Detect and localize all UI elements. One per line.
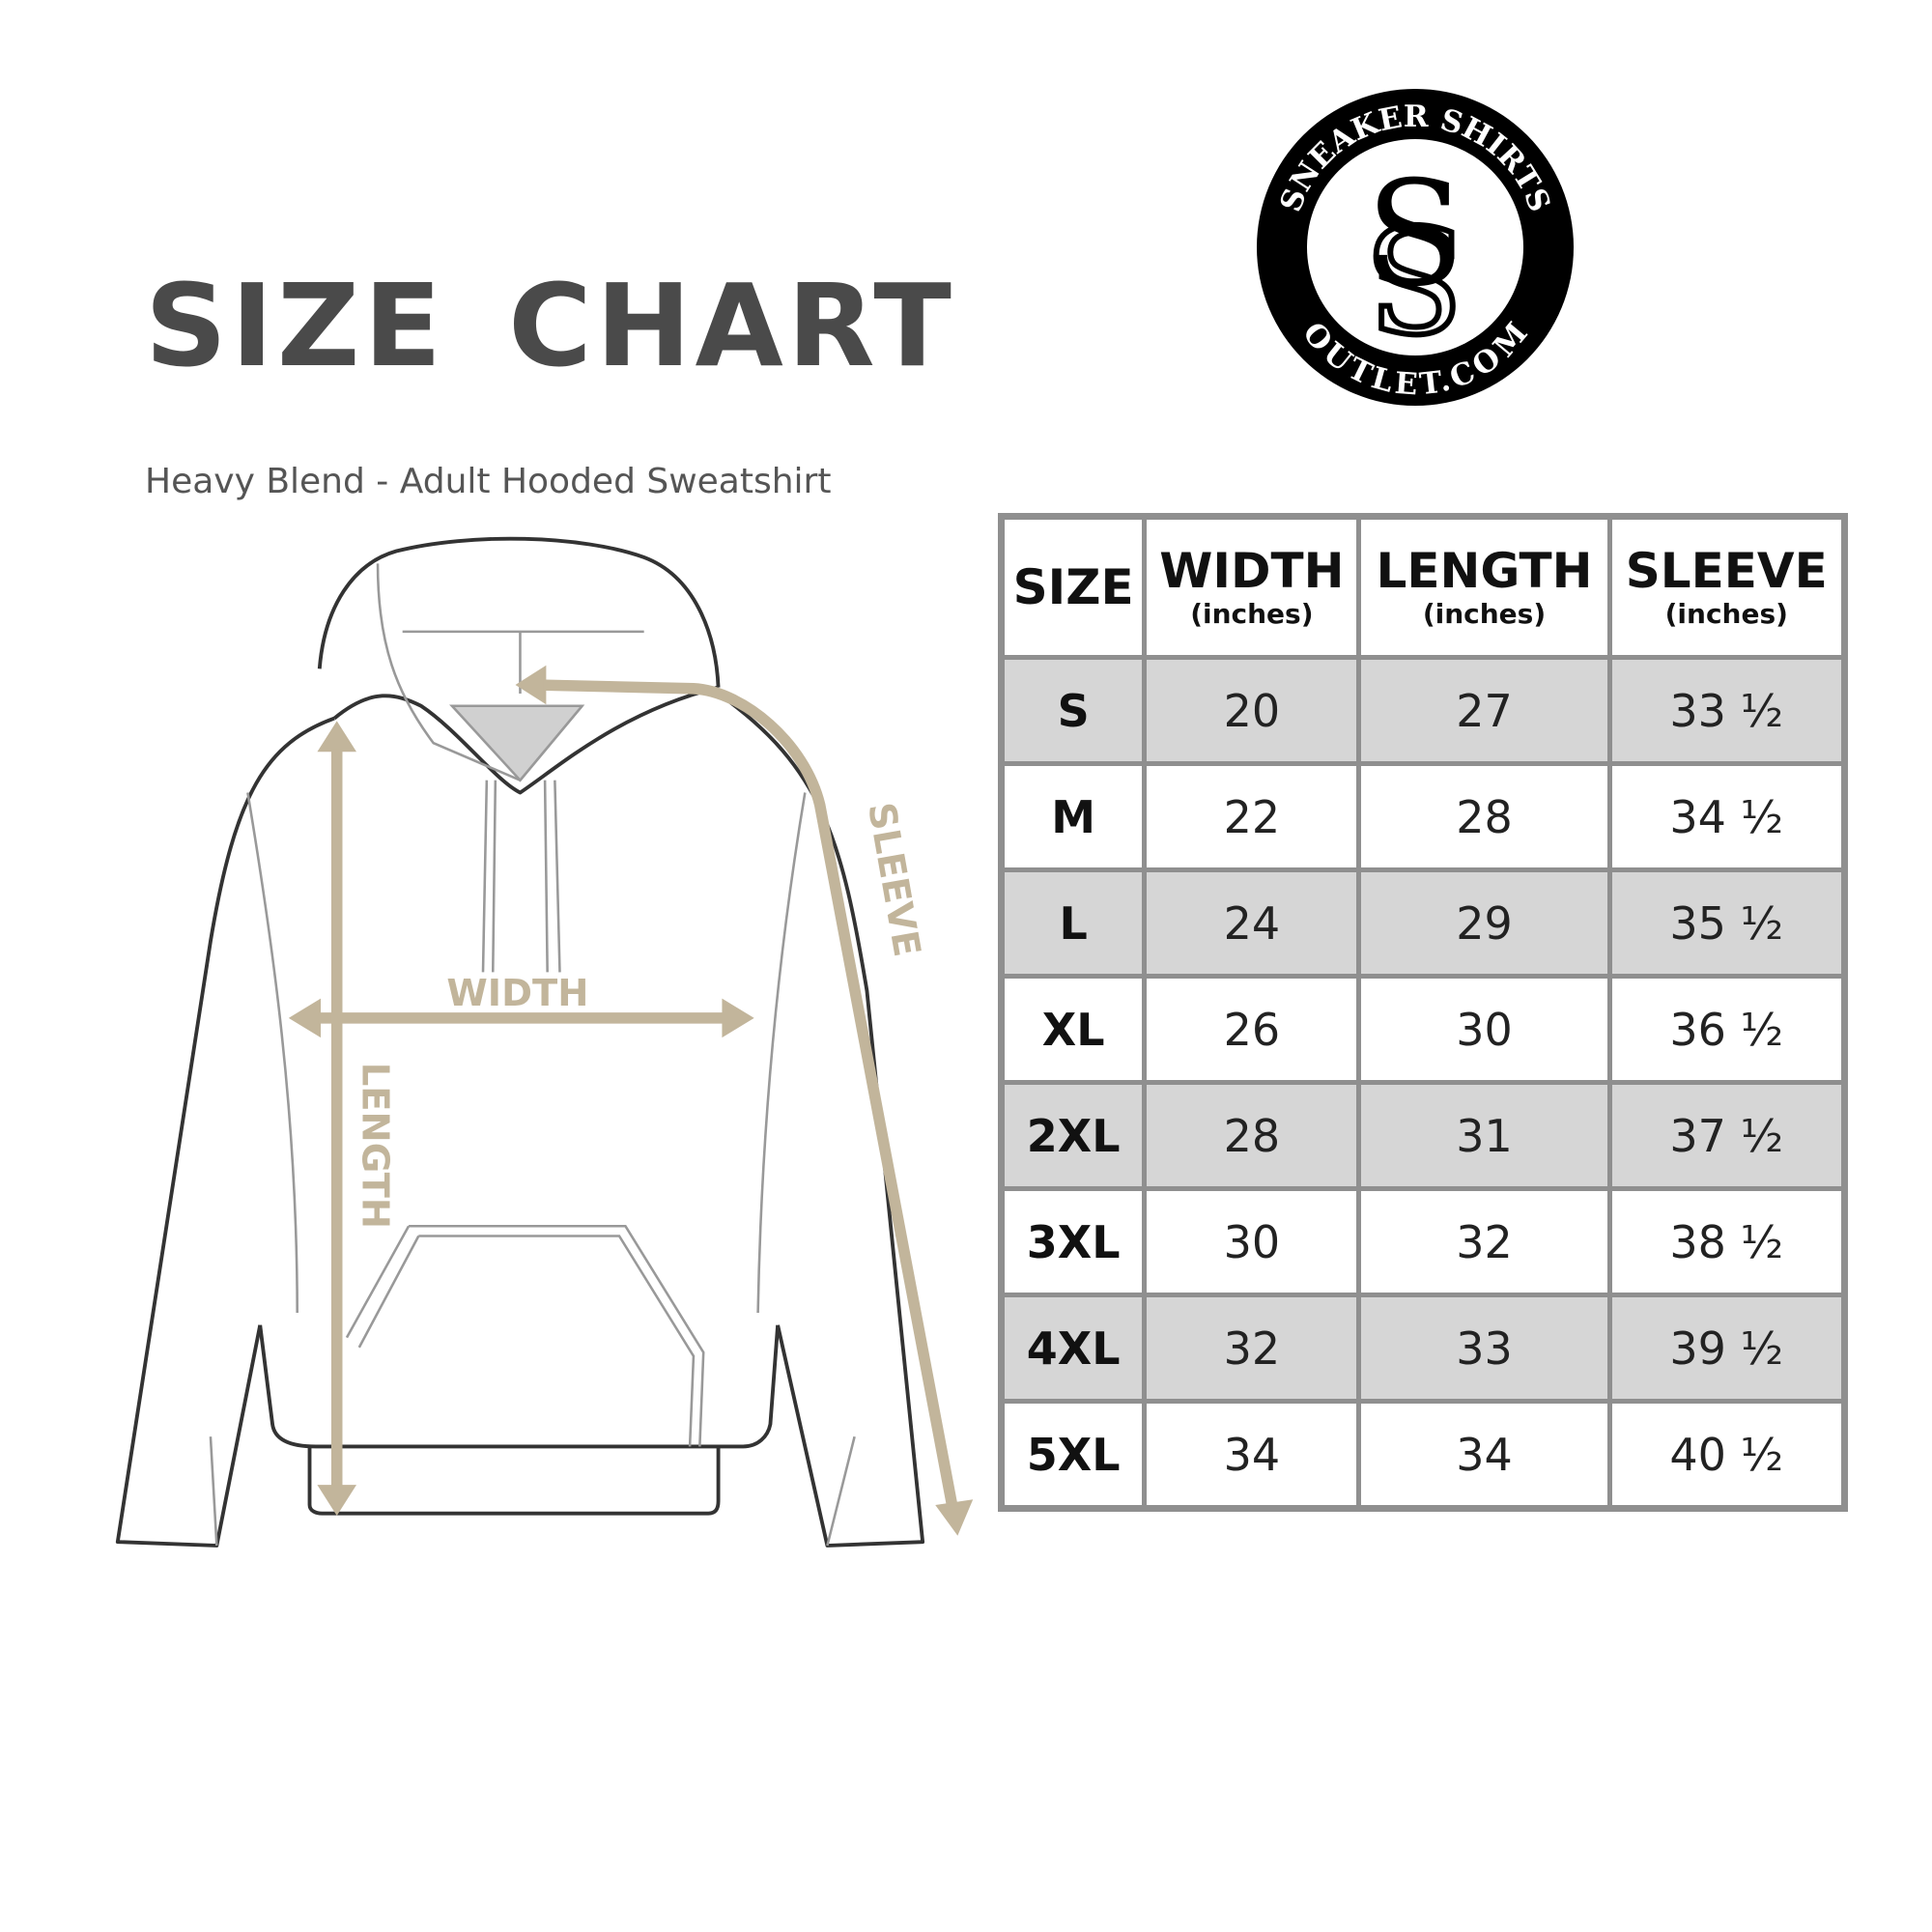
sleeve-cell: 38 ½ — [1606, 1186, 1848, 1297]
length-cell: 32 — [1356, 1186, 1612, 1297]
width-cell: 26 — [1142, 974, 1362, 1085]
width-cell: 34 — [1142, 1399, 1362, 1511]
brand-logo: SNEAKER SHIRTS OUTLET.COM S S — [1257, 89, 1574, 406]
sleeve-cell: 36 ½ — [1606, 974, 1848, 1085]
hoodie-outline — [115, 536, 925, 1548]
width-cell: 22 — [1142, 761, 1362, 872]
length-label: LENGTH — [354, 1063, 397, 1229]
size-cell: XL — [998, 974, 1148, 1085]
table-row: 3XL 30 32 38 ½ — [998, 1186, 1848, 1297]
header-width: WIDTH (inches) — [1142, 514, 1362, 660]
measure-arrows — [288, 665, 974, 1536]
size-cell: 4XL — [998, 1293, 1148, 1404]
size-cell: 5XL — [998, 1399, 1148, 1511]
sleeve-cell: 33 ½ — [1606, 655, 1848, 766]
width-cell: 32 — [1142, 1293, 1362, 1404]
table-row: XL 26 30 36 ½ — [998, 974, 1848, 1085]
sleeve-cell: 37 ½ — [1606, 1080, 1848, 1191]
size-cell: S — [998, 655, 1148, 766]
svg-text:S: S — [1366, 192, 1465, 360]
header-length: LENGTH (inches) — [1356, 514, 1612, 660]
width-cell: 30 — [1142, 1186, 1362, 1297]
table-row: 4XL 32 33 39 ½ — [998, 1293, 1848, 1404]
header-sleeve: SLEEVE (inches) — [1606, 514, 1848, 660]
sleeve-cell: 34 ½ — [1606, 761, 1848, 872]
length-cell: 29 — [1356, 867, 1612, 979]
length-cell: 30 — [1356, 974, 1612, 1085]
size-cell: 3XL — [998, 1186, 1148, 1297]
length-cell: 31 — [1356, 1080, 1612, 1191]
table-row: M 22 28 34 ½ — [998, 761, 1848, 872]
length-cell: 34 — [1356, 1399, 1612, 1511]
table-row: L 24 29 35 ½ — [998, 867, 1848, 979]
size-cell: M — [998, 761, 1148, 872]
length-cell: 28 — [1356, 761, 1612, 872]
size-cell: L — [998, 867, 1148, 979]
width-cell: 28 — [1142, 1080, 1362, 1191]
table-row: 2XL 28 31 37 ½ — [998, 1080, 1848, 1191]
sleeve-cell: 40 ½ — [1606, 1399, 1848, 1511]
sleeve-cell: 39 ½ — [1606, 1293, 1848, 1404]
length-cell: 27 — [1356, 655, 1612, 766]
table-header-row: SIZE WIDTH (inches) LENGTH (inches) SLEEVE… — [998, 514, 1848, 660]
width-cell: 24 — [1142, 867, 1362, 979]
length-cell: 33 — [1356, 1293, 1612, 1404]
product-subtitle: Heavy Blend - Adult Hooded Sweatshirt — [145, 462, 832, 501]
sleeve-label: SLEEVE — [859, 800, 928, 960]
width-cell: 20 — [1142, 655, 1362, 766]
width-label: WIDTH — [446, 972, 588, 1015]
size-cell: 2XL — [998, 1080, 1148, 1191]
sleeve-arrow — [529, 679, 959, 1520]
sleeve-cell: 35 ½ — [1606, 867, 1848, 979]
table-row: S 20 27 33 ½ — [998, 655, 1848, 766]
svg-text:S: S — [1366, 151, 1465, 319]
table-row: 5XL 34 34 40 ½ — [998, 1399, 1848, 1511]
page-title: SIZE CHART — [145, 259, 955, 392]
size-table: SIZE WIDTH (inches) LENGTH (inches) SLEEVE… — [998, 513, 1848, 1512]
hoodie-details — [209, 563, 856, 1547]
header-size: SIZE — [998, 514, 1148, 660]
